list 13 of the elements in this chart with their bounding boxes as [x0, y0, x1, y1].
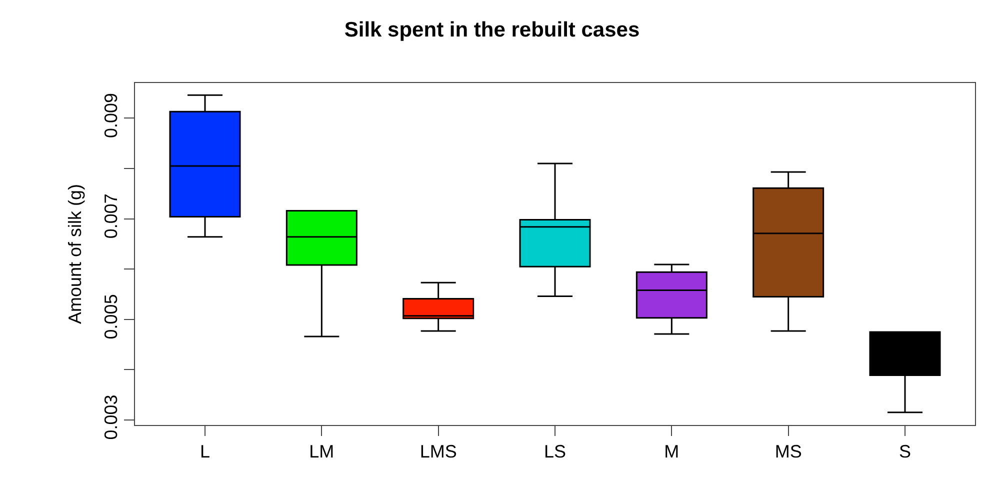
- x-tick-label: LS: [544, 442, 566, 462]
- y-tick-label: 0.009: [100, 92, 121, 138]
- y-tick-label: 0.005: [100, 294, 121, 340]
- x-tick-label: MS: [774, 442, 802, 462]
- x-tick-label: M: [664, 442, 680, 462]
- y-tick-label: 0.007: [100, 194, 121, 239]
- x-tick-label: S: [898, 442, 912, 462]
- y-axis-title: Amount of silk (g): [65, 184, 85, 324]
- y-tick-label: 0.003: [100, 394, 121, 440]
- x-tick-label: L: [200, 442, 210, 462]
- x-tick-label: LMS: [420, 442, 457, 462]
- x-tick-label: LM: [309, 442, 334, 462]
- chart-title: Silk spent in the rebuilt cases: [344, 18, 640, 42]
